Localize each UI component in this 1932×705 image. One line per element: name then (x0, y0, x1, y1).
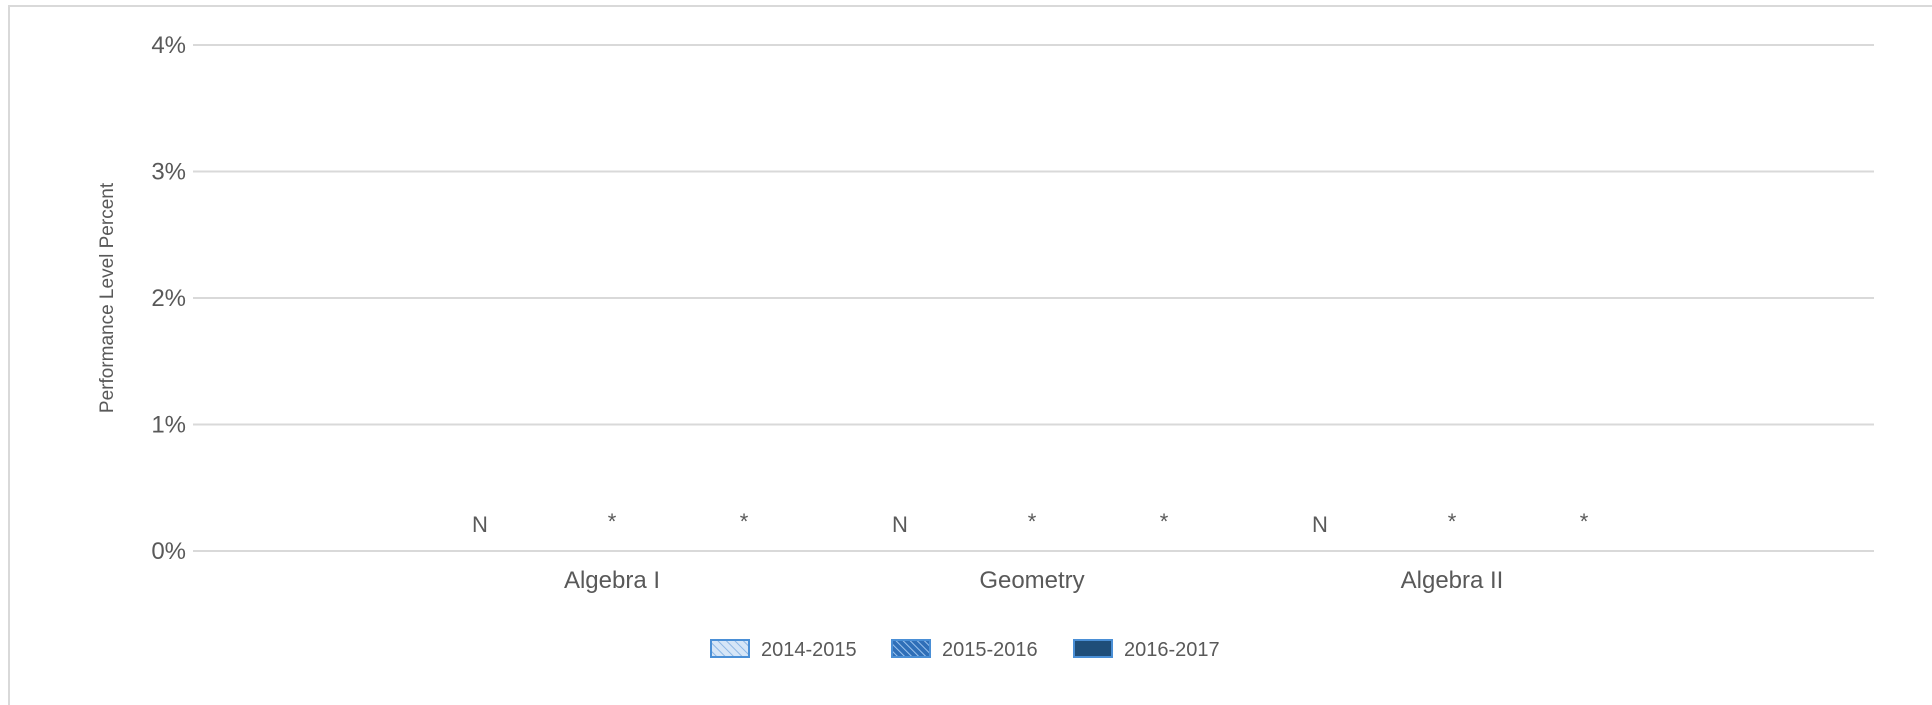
bar-chart: 0%1%2%3%4% N * * N * * N * * Algebra I Geometry Al… (97, 32, 1874, 661)
data-label: * (740, 509, 749, 534)
data-label: N (892, 512, 908, 537)
legend-item: 2014-2015 (710, 639, 857, 661)
data-label: N (472, 512, 488, 537)
y-tick-label: 4% (151, 32, 186, 59)
data-label: * (1028, 509, 1037, 534)
chart-frame (8, 5, 1932, 705)
y-axis-title: Performance Level Percent (97, 182, 118, 413)
data-label: * (608, 509, 617, 534)
x-axis-categories: Algebra I Geometry Algebra II (564, 567, 1503, 594)
y-tick-label: 3% (151, 159, 186, 186)
y-tick-label: 0% (151, 538, 186, 565)
legend-item: 2015-2016 (891, 639, 1038, 661)
x-category-label: Geometry (979, 567, 1084, 594)
x-category-label: Algebra I (564, 567, 660, 594)
data-label: * (1448, 509, 1457, 534)
data-label: * (1580, 509, 1589, 534)
y-tick-label: 2% (151, 285, 186, 312)
legend-swatch (1073, 639, 1113, 658)
legend-swatch (891, 639, 931, 658)
x-category-label: Algebra II (1401, 567, 1504, 594)
data-labels: N * * N * * N * * (472, 509, 1589, 537)
legend-item: 2016-2017 (1073, 639, 1220, 661)
legend-label: 2016-2017 (1124, 639, 1220, 661)
data-label: * (1160, 509, 1169, 534)
y-axis-ticks: 0% 1% 2% 3% 4% (151, 32, 186, 565)
y-tick-label: 1% (151, 412, 186, 439)
gridlines (193, 44, 1874, 552)
legend: 2014-2015 2015-2016 2016-2017 (710, 639, 1220, 661)
legend-swatch (710, 639, 750, 658)
legend-label: 2015-2016 (942, 639, 1038, 661)
legend-label: 2014-2015 (761, 639, 857, 661)
data-label: N (1312, 512, 1328, 537)
